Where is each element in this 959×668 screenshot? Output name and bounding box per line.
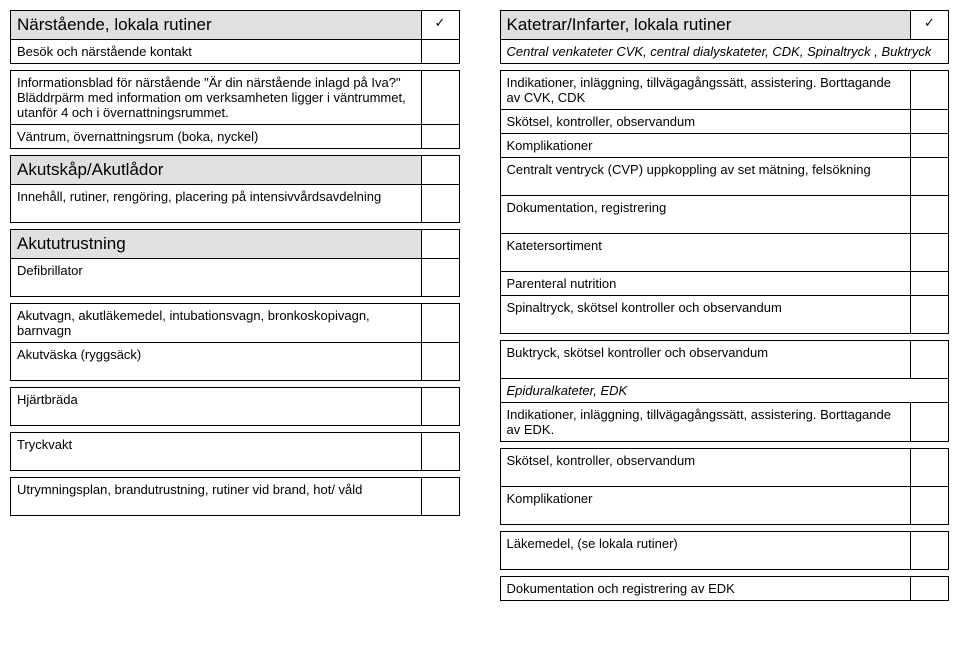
check-cell xyxy=(911,134,949,158)
section-akutskap: Akutskåp/Akutlådor Innehåll, rutiner, re… xyxy=(10,155,460,223)
row-text: Buktryck, skötsel kontroller och observa… xyxy=(500,341,911,379)
section-title: Katetrar/Infarter, lokala rutiner xyxy=(500,11,911,40)
check-cell xyxy=(421,304,459,343)
row-text: Tryckvakt xyxy=(11,433,422,471)
check-cell xyxy=(421,71,459,125)
row-text: Hjärtbräda xyxy=(11,388,422,426)
check-cell xyxy=(911,234,949,272)
section-akututrustning-cont4: Utrymningsplan, brandutrustning, rutiner… xyxy=(10,477,460,516)
section-akututrustning-cont2: Hjärtbräda xyxy=(10,387,460,426)
row-text: Centralt ventryck (CVP) uppkoppling av s… xyxy=(500,158,911,196)
row-text: Komplikationer xyxy=(500,487,911,525)
check-cell xyxy=(911,577,949,601)
check-cell xyxy=(421,185,459,223)
row-text: Besök och närstående kontakt xyxy=(11,40,422,64)
left-column: Närstående, lokala rutiner ✓ Besök och n… xyxy=(10,10,460,601)
sub-header: Central venkateter CVK, central dialyska… xyxy=(500,40,949,64)
check-cell xyxy=(911,341,949,379)
row-text: Utrymningsplan, brandutrustning, rutiner… xyxy=(11,478,422,516)
row-text: Väntrum, övernattningsrum (boka, nyckel) xyxy=(11,125,422,149)
row-text: Skötsel, kontroller, observandum xyxy=(500,110,911,134)
row-text: Akutväska (ryggsäck) xyxy=(11,343,422,381)
check-cell xyxy=(421,478,459,516)
check-cell xyxy=(911,487,949,525)
row-text: Spinaltryck, skötsel kontroller och obse… xyxy=(500,296,911,334)
check-cell: ✓ xyxy=(421,11,459,40)
check-cell xyxy=(421,259,459,297)
row-text: Indikationer, inläggning, tillvägagångss… xyxy=(500,71,911,110)
check-cell xyxy=(911,158,949,196)
row-text: Dokumentation, registrering xyxy=(500,196,911,234)
section-narstaende: Närstående, lokala rutiner ✓ Besök och n… xyxy=(10,10,460,64)
section-katetrar: Katetrar/Infarter, lokala rutiner ✓ Cent… xyxy=(500,10,950,64)
row-text: Läkemedel, (se lokala rutiner) xyxy=(500,532,911,570)
section-edk-rows3: Dokumentation och registrering av EDK xyxy=(500,576,950,601)
check-cell xyxy=(421,125,459,149)
row-text: Akutvagn, akutläkemedel, intubationsvagn… xyxy=(11,304,422,343)
row-text: Dokumentation och registrering av EDK xyxy=(500,577,911,601)
check-cell xyxy=(911,272,949,296)
section-akututrustning: Akututrustning Defibrillator xyxy=(10,229,460,297)
row-text: Informationsblad för närstående "Är din … xyxy=(11,71,422,125)
section-edk-rows2: Läkemedel, (se lokala rutiner) xyxy=(500,531,950,570)
check-cell xyxy=(421,433,459,471)
section-akututrustning-cont1: Akutvagn, akutläkemedel, intubationsvagn… xyxy=(10,303,460,381)
section-katetrar-buktryck: Buktryck, skötsel kontroller och observa… xyxy=(500,340,950,442)
check-cell: ✓ xyxy=(911,11,949,40)
row-text: Innehåll, rutiner, rengöring, placering … xyxy=(11,185,422,223)
page: Närstående, lokala rutiner ✓ Besök och n… xyxy=(10,10,949,601)
section-edk-rows: Skötsel, kontroller, observandum Komplik… xyxy=(500,448,950,525)
sub-header: Epiduralkateter, EDK xyxy=(500,379,949,403)
row-text: Parenteral nutrition xyxy=(500,272,911,296)
row-text: Defibrillator xyxy=(11,259,422,297)
section-title: Närstående, lokala rutiner xyxy=(11,11,422,40)
row-text: Skötsel, kontroller, observandum xyxy=(500,449,911,487)
check-cell xyxy=(911,110,949,134)
check-cell xyxy=(911,71,949,110)
section-akututrustning-cont3: Tryckvakt xyxy=(10,432,460,471)
check-cell xyxy=(421,343,459,381)
check-cell xyxy=(911,403,949,442)
row-text: Katetersortiment xyxy=(500,234,911,272)
section-katetrar-rows: Indikationer, inläggning, tillvägagångss… xyxy=(500,70,950,334)
check-cell xyxy=(911,296,949,334)
section-title: Akutskåp/Akutlådor xyxy=(11,156,422,185)
check-cell xyxy=(911,532,949,570)
section-narstaende-cont: Informationsblad för närstående "Är din … xyxy=(10,70,460,149)
check-cell xyxy=(421,388,459,426)
right-column: Katetrar/Infarter, lokala rutiner ✓ Cent… xyxy=(500,10,950,601)
row-text: Indikationer, inläggning, tillvägagångss… xyxy=(500,403,911,442)
section-title: Akututrustning xyxy=(11,230,422,259)
check-cell xyxy=(421,156,459,185)
row-text: Komplikationer xyxy=(500,134,911,158)
check-cell xyxy=(911,196,949,234)
check-cell xyxy=(421,40,459,64)
check-cell xyxy=(421,230,459,259)
check-cell xyxy=(911,449,949,487)
